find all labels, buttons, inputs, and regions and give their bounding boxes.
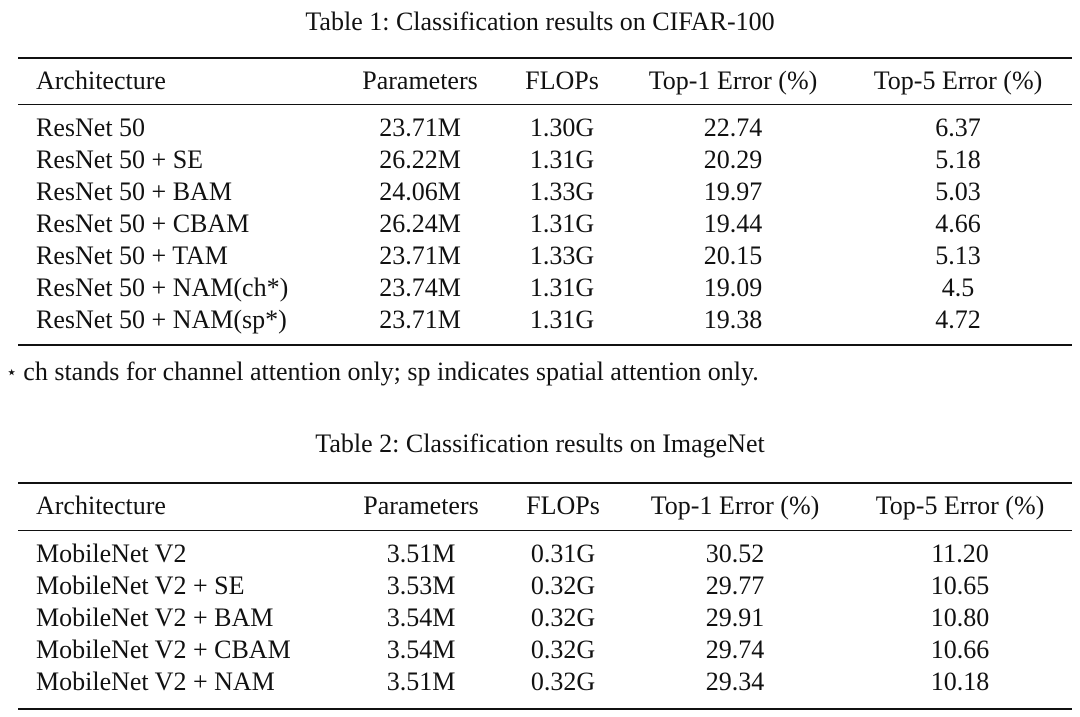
table2-cell-parameters: 3.54M — [386, 635, 456, 664]
table2-cell-flops: 0.31G — [530, 539, 596, 568]
table1-row: ResNet 50 + CBAM 26.24M 1.31G 19.44 4.66 — [0, 208, 1080, 240]
table2-header-top1: Top-1 Error (%) — [650, 491, 820, 520]
table1-cell-flops: 1.31G — [529, 305, 595, 334]
table1-top-rule — [18, 57, 1072, 59]
table1-cell-top1: 22.74 — [703, 113, 763, 142]
table1-footnote: ⋆ ch stands for channel attention only; s… — [6, 356, 759, 390]
table1-cell-parameters: 23.71M — [379, 241, 461, 270]
table2-cell-parameters: 3.53M — [386, 571, 456, 600]
table1-cell-top1: 19.97 — [703, 177, 763, 206]
table1-cell-flops: 1.30G — [529, 113, 595, 142]
table1-header-architecture: Architecture — [36, 66, 166, 95]
table1-cell-flops: 1.33G — [529, 177, 595, 206]
table2-header-architecture: Architecture — [36, 491, 166, 520]
table1-cell-architecture: ResNet 50 + CBAM — [36, 209, 250, 238]
table1-caption: Table 1: Classification results on CIFAR… — [305, 7, 775, 36]
table2-header-top5: Top-5 Error (%) — [875, 491, 1045, 520]
table1-cell-parameters: 23.74M — [379, 273, 461, 302]
table1-header-top1: Top-1 Error (%) — [648, 66, 818, 95]
table2-row: MobileNet V2 + NAM 3.51M 0.32G 29.34 10.… — [0, 666, 1080, 698]
table1-row: ResNet 50 + SE 26.22M 1.31G 20.29 5.18 — [0, 144, 1080, 176]
table1-row: ResNet 50 + NAM(sp*) 23.71M 1.31G 19.38 … — [0, 304, 1080, 336]
table1-cell-top5: 4.5 — [941, 273, 975, 302]
table1-cell-top1: 20.29 — [703, 145, 763, 174]
table1-cell-architecture: ResNet 50 + NAM(sp*) — [36, 305, 287, 334]
table1-cell-flops: 1.33G — [529, 241, 595, 270]
table2-row: MobileNet V2 + BAM 3.54M 0.32G 29.91 10.… — [0, 602, 1080, 634]
table2-cell-parameters: 3.51M — [386, 539, 456, 568]
table1-cell-top5: 5.13 — [935, 241, 981, 270]
table2-cell-architecture: MobileNet V2 + CBAM — [36, 635, 291, 664]
table1-cell-top5: 4.66 — [935, 209, 981, 238]
table1-header-top5: Top-5 Error (%) — [873, 66, 1043, 95]
table2-cell-top5: 10.18 — [930, 667, 990, 696]
table2-row: MobileNet V2 + CBAM 3.54M 0.32G 29.74 10… — [0, 634, 1080, 666]
table1-cell-top5: 6.37 — [935, 113, 981, 142]
table1-cell-parameters: 23.71M — [379, 113, 461, 142]
table2-cell-top5: 10.80 — [930, 603, 990, 632]
table1-cell-top1: 19.38 — [703, 305, 763, 334]
table2-cell-flops: 0.32G — [530, 635, 596, 664]
table2-header-flops: FLOPs — [526, 491, 600, 520]
table2-cell-top5: 10.66 — [930, 635, 990, 664]
table1-cell-parameters: 26.22M — [379, 145, 461, 174]
table2-cell-top1: 29.77 — [705, 571, 765, 600]
table2-cell-flops: 0.32G — [530, 571, 596, 600]
table1-cell-architecture: ResNet 50 + TAM — [36, 241, 228, 270]
table2-cell-architecture: MobileNet V2 — [36, 539, 187, 568]
table1-cell-top5: 4.72 — [935, 305, 981, 334]
table1-cell-parameters: 26.24M — [379, 209, 461, 238]
table1-cell-top1: 20.15 — [703, 241, 763, 270]
table2-cell-top5: 10.65 — [930, 571, 990, 600]
table1-header-parameters: Parameters — [362, 66, 478, 95]
table1-cell-top5: 5.18 — [935, 145, 981, 174]
table2-cell-top1: 29.34 — [705, 667, 765, 696]
table1-cell-flops: 1.31G — [529, 273, 595, 302]
table1-header-flops: FLOPs — [525, 66, 599, 95]
footnote-star-symbol: ⋆ — [6, 362, 18, 382]
table1-cell-parameters: 24.06M — [379, 177, 461, 206]
table2-row: MobileNet V2 3.51M 0.31G 30.52 11.20 — [0, 538, 1080, 570]
table2-header-rule — [18, 530, 1072, 531]
table1-cell-architecture: ResNet 50 + BAM — [36, 177, 232, 206]
table1-cell-flops: 1.31G — [529, 145, 595, 174]
table2-cell-architecture: MobileNet V2 + BAM — [36, 603, 274, 632]
footnote-text: ch stands for channel attention only; sp… — [23, 357, 759, 386]
table1-cell-top1: 19.09 — [703, 273, 763, 302]
table1-cell-parameters: 23.71M — [379, 305, 461, 334]
table2-row: MobileNet V2 + SE 3.53M 0.32G 29.77 10.6… — [0, 570, 1080, 602]
table1-row: ResNet 50 23.71M 1.30G 22.74 6.37 — [0, 112, 1080, 144]
table2-cell-parameters: 3.51M — [386, 667, 456, 696]
table2-cell-flops: 0.32G — [530, 667, 596, 696]
table1-bottom-rule — [18, 344, 1072, 346]
table2-cell-flops: 0.32G — [530, 603, 596, 632]
table2-header-row: Architecture Parameters FLOPs Top-1 Erro… — [0, 490, 1080, 522]
table2-cell-top5: 11.20 — [931, 539, 989, 568]
table1-row: ResNet 50 + BAM 24.06M 1.33G 19.97 5.03 — [0, 176, 1080, 208]
table1-cell-top1: 19.44 — [703, 209, 763, 238]
table2-cell-top1: 29.74 — [705, 635, 765, 664]
table1-header-row: Architecture Parameters FLOPs Top-1 Erro… — [0, 65, 1080, 97]
table2-cell-top1: 29.91 — [705, 603, 765, 632]
table2-cell-parameters: 3.54M — [386, 603, 456, 632]
table2-cell-architecture: MobileNet V2 + SE — [36, 571, 245, 600]
table2-cell-architecture: MobileNet V2 + NAM — [36, 667, 275, 696]
table1-cell-architecture: ResNet 50 — [36, 113, 146, 142]
table2-bottom-rule — [18, 708, 1072, 710]
table1-cell-architecture: ResNet 50 + SE — [36, 145, 204, 174]
table2-header-parameters: Parameters — [363, 491, 479, 520]
table1-header-rule — [18, 104, 1072, 105]
table1-cell-flops: 1.31G — [529, 209, 595, 238]
table2-caption: Table 2: Classification results on Image… — [315, 429, 765, 458]
table1-cell-top5: 5.03 — [935, 177, 981, 206]
table1-row: ResNet 50 + TAM 23.71M 1.33G 20.15 5.13 — [0, 240, 1080, 272]
table2-cell-top1: 30.52 — [705, 539, 765, 568]
table2-top-rule — [18, 482, 1072, 484]
table1-cell-architecture: ResNet 50 + NAM(ch*) — [36, 273, 289, 302]
table1-row: ResNet 50 + NAM(ch*) 23.74M 1.31G 19.09 … — [0, 272, 1080, 304]
